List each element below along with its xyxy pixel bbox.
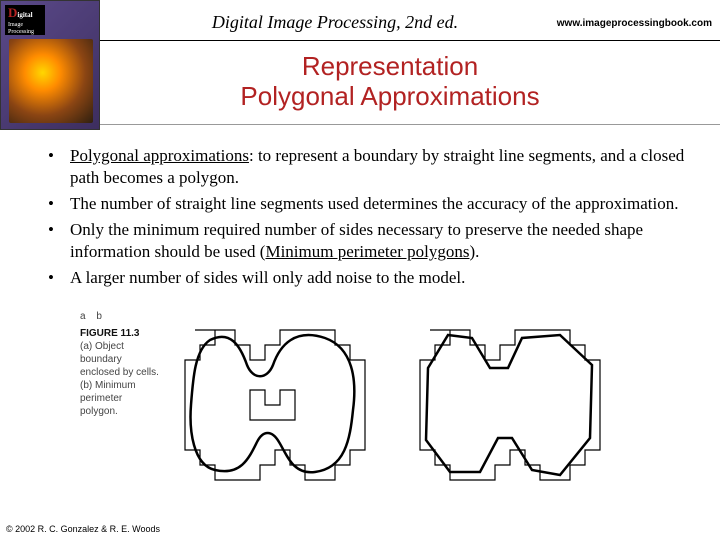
figure-label: FIGURE 11.3 [80, 327, 160, 340]
badge-word2: Image [8, 22, 23, 29]
figure-ab: a b [80, 310, 160, 323]
bullet-lead: Polygonal approximations [70, 146, 249, 165]
book-title: Digital Image Processing, 2nd ed. [150, 12, 520, 33]
thumbnail-badge: Digital Image Processing [5, 5, 45, 35]
badge-word1: igital [17, 11, 32, 19]
bullet-text: ). [469, 242, 479, 261]
figure-caption: a b FIGURE 11.3 (a) Object boundary encl… [80, 310, 160, 418]
slide-title: Representation Polygonal Approximations [100, 52, 680, 112]
divider-top [100, 40, 720, 41]
object-boundary-curve [191, 335, 355, 472]
bullet-text: The number of straight line segments use… [70, 194, 679, 213]
figure-area: a b FIGURE 11.3 (a) Object boundary encl… [80, 310, 640, 510]
bullet-text: A larger number of sides will only add n… [70, 268, 465, 287]
bullet-item: A larger number of sides will only add n… [40, 267, 690, 289]
figure-caption-a: (a) Object boundary enclosed by cells. [80, 340, 160, 379]
bullet-item: The number of straight line segments use… [40, 193, 690, 215]
cell-boundary [185, 330, 365, 480]
thumbnail-image [9, 39, 93, 123]
min-perimeter-polygon [426, 335, 592, 475]
title-line2: Polygonal Approximations [100, 82, 680, 112]
figure-panel-a [175, 310, 375, 500]
figure-panel-b [410, 310, 610, 500]
divider-mid [100, 124, 720, 125]
bullet-emph: Minimum perimeter polygons [265, 242, 469, 261]
figure-caption-b: (b) Minimum perimeter polygon. [80, 379, 160, 418]
bullet-item: Polygonal approximations: to represent a… [40, 145, 690, 189]
badge-letter: D [8, 5, 17, 20]
title-line1: Representation [100, 52, 680, 82]
header-url: www.imageprocessingbook.com [557, 18, 712, 29]
badge-word3: Processing [8, 29, 34, 36]
copyright: © 2002 R. C. Gonzalez & R. E. Woods [6, 524, 160, 534]
bullet-list: Polygonal approximations: to represent a… [40, 145, 690, 294]
bullet-item: Only the minimum required number of side… [40, 219, 690, 263]
book-cover-thumbnail: Digital Image Processing [0, 0, 100, 130]
